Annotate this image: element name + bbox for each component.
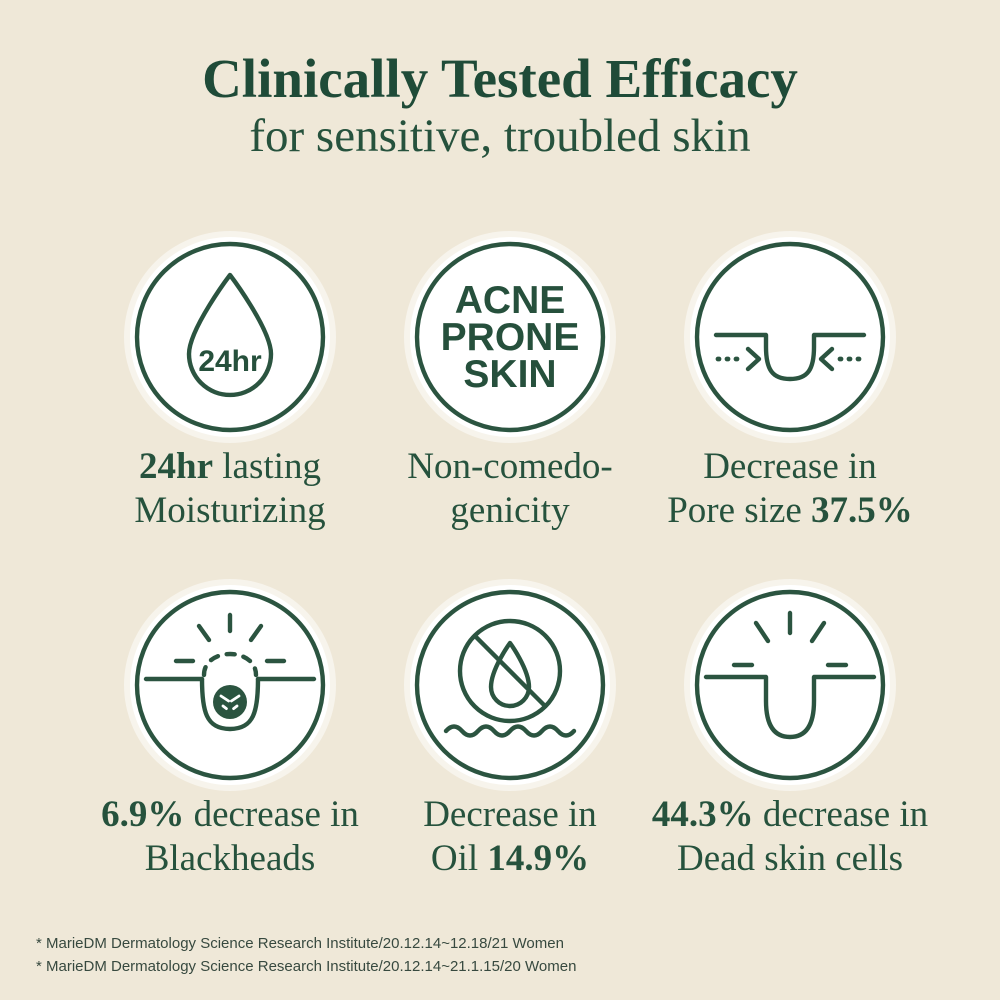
caption-text: Moisturizing	[134, 489, 326, 531]
prone-label: PRONE	[441, 316, 580, 359]
caption-text: Pore size	[667, 489, 812, 531]
feature-caption: 44.3% decrease in Dead skin cells	[620, 793, 960, 880]
no-oil-svg	[414, 589, 606, 781]
no-oil-drop-icon	[410, 585, 610, 785]
caption-text: genicity	[450, 489, 570, 531]
page-title: Clinically Tested Efficacy	[202, 48, 798, 109]
caption-line-2: genicity	[340, 489, 680, 533]
feature-blackheads: 6.9% decrease in Blackheads	[90, 585, 370, 933]
caption-text: Dead skin cells	[676, 837, 904, 879]
water-drop-24hr-svg: 24hr	[134, 241, 326, 433]
caption-line-2: Pore size 37.5%	[620, 489, 960, 533]
feature-caption: 24hr lasting Moisturizing	[60, 445, 400, 532]
caption-line-2: Blackheads	[60, 837, 400, 881]
caption-bold-text: 37.5%	[811, 489, 913, 531]
blackhead-extraction-icon	[130, 585, 330, 785]
acne-label: ACNE	[455, 279, 566, 322]
caption-text: Decrease in	[703, 446, 877, 487]
clean-pore-dead-skin-icon	[690, 585, 890, 785]
caption-line-2: Moisturizing	[60, 489, 400, 533]
footnote-line-2: * MarieDM Dermatology Science Research I…	[36, 957, 577, 975]
feature-non-comedogenicity: ACNE PRONE SKIN Non-comedo- genicity	[370, 237, 650, 585]
caption-line-2: Dead skin cells	[620, 837, 960, 881]
caption-line-1: Decrease in	[340, 793, 680, 837]
caption-text: Non-comedo-	[407, 446, 613, 487]
footnotes: * MarieDM Dermatology Science Research I…	[36, 933, 576, 978]
feature-oil: Decrease in Oil 14.9%	[370, 585, 650, 933]
caption-text: decrease in	[753, 794, 929, 835]
caption-line-1: Non-comedo-	[340, 445, 680, 489]
caption-bold-text: 44.3%	[651, 794, 754, 835]
feature-grid: 24hr 24hr lasting Moisturizing ACNE PRON…	[90, 237, 930, 933]
caption-line-1: 44.3% decrease in	[620, 793, 960, 837]
caption-bold-text: 14.9%	[487, 837, 590, 879]
header: Clinically Tested Efficacy for sensitive…	[0, 50, 1000, 161]
blackhead-svg	[134, 589, 326, 781]
caption-line-1: 24hr lasting	[60, 445, 400, 489]
caption-text: decrease in	[184, 794, 359, 835]
pore-shrink-svg	[694, 241, 886, 433]
caption-text: Decrease in	[423, 794, 597, 835]
acne-prone-skin-svg: ACNE PRONE SKIN	[414, 241, 606, 433]
caption-bold-text: 6.9%	[101, 794, 185, 835]
water-drop-24hr-icon: 24hr	[130, 237, 330, 437]
page-subtitle: for sensitive, troubled skin	[249, 109, 751, 162]
feature-pore-size: Decrease in Pore size 37.5%	[650, 237, 930, 585]
feature-dead-skin-cells: 44.3% decrease in Dead skin cells	[650, 585, 930, 933]
footnote-line-1: * MarieDM Dermatology Science Research I…	[36, 935, 564, 952]
feature-caption: 6.9% decrease in Blackheads	[60, 793, 400, 880]
feature-caption: Non-comedo- genicity	[340, 445, 680, 532]
clean-pore-svg	[694, 589, 886, 781]
caption-text: Blackheads	[144, 837, 316, 879]
drop-24hr-label: 24hr	[198, 345, 262, 378]
feature-24hr-moisturizing: 24hr 24hr lasting Moisturizing	[90, 237, 370, 585]
pore-shrink-arrows-icon	[690, 237, 890, 437]
caption-text: lasting	[213, 446, 321, 487]
caption-line-1: Decrease in	[620, 445, 960, 489]
acne-prone-skin-badge-icon: ACNE PRONE SKIN	[410, 237, 610, 437]
skin-label: SKIN	[463, 353, 556, 396]
caption-text: Oil	[430, 837, 488, 879]
feature-caption: Decrease in Oil 14.9%	[340, 793, 680, 880]
feature-caption: Decrease in Pore size 37.5%	[620, 445, 960, 532]
caption-bold-text: 24hr	[139, 446, 214, 487]
caption-line-2: Oil 14.9%	[340, 837, 680, 881]
caption-line-1: 6.9% decrease in	[60, 793, 400, 837]
